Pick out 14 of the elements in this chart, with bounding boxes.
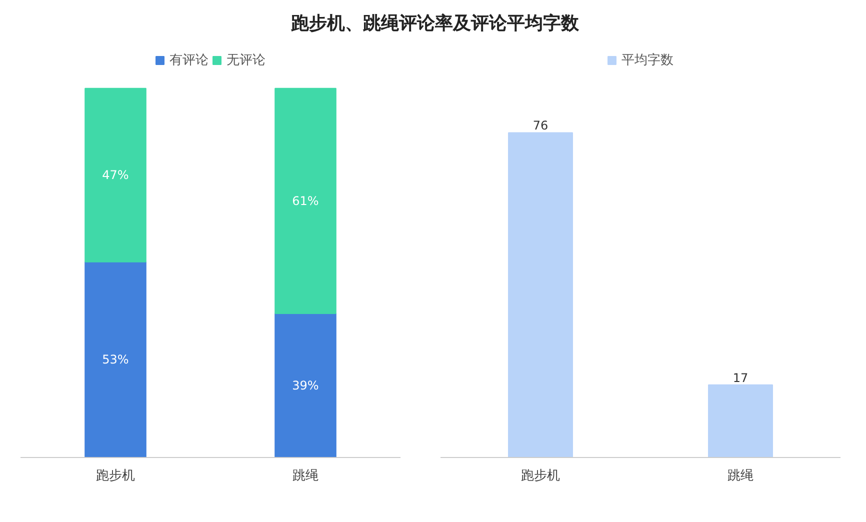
legend-label: 无评论 bbox=[226, 52, 266, 69]
x-tick-label: 跳绳 bbox=[292, 468, 318, 484]
x-tick-label: 跳绳 bbox=[728, 468, 754, 484]
data-label: 76 bbox=[532, 118, 548, 133]
chart-title: 跑步机、跳绳评论率及评论平均字数 bbox=[290, 12, 580, 36]
legend-label: 平均字数 bbox=[622, 52, 674, 69]
x-tick-label: 跑步机 bbox=[96, 468, 135, 484]
data-label: 53% bbox=[102, 352, 129, 367]
data-label: 47% bbox=[102, 168, 129, 182]
data-label: 39% bbox=[292, 378, 319, 393]
legend-label: 有评论 bbox=[170, 52, 208, 69]
data-label: 61% bbox=[292, 194, 319, 208]
x-tick-label: 跑步机 bbox=[521, 468, 560, 484]
data-label: 17 bbox=[732, 370, 748, 385]
